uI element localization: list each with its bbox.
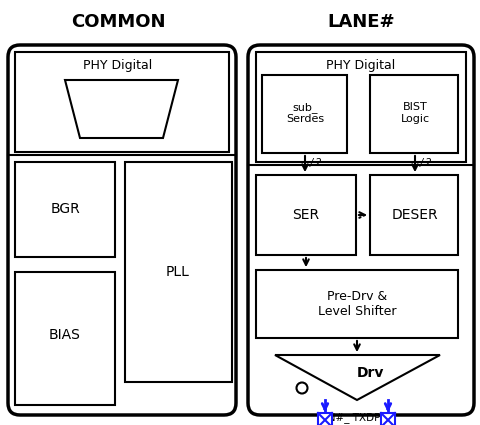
Polygon shape <box>275 355 440 400</box>
FancyBboxPatch shape <box>248 45 474 415</box>
Bar <box>256 175 356 255</box>
Polygon shape <box>65 80 178 138</box>
FancyBboxPatch shape <box>8 45 236 415</box>
Text: Pre-Drv &
Level Shifter: Pre-Drv & Level Shifter <box>318 290 396 318</box>
Bar <box>15 162 115 257</box>
Text: COMMON: COMMON <box>71 13 165 31</box>
Text: Serializer: Serializer <box>88 102 154 116</box>
Bar <box>262 75 347 153</box>
Text: Drv: Drv <box>356 366 384 380</box>
Bar <box>15 52 229 152</box>
Bar <box>318 413 332 425</box>
Bar <box>370 75 458 153</box>
Bar <box>15 272 115 405</box>
Text: PLL: PLL <box>166 265 190 279</box>
Text: LANE#: LANE# <box>327 13 395 31</box>
Text: DESER: DESER <box>392 208 438 222</box>
Bar <box>256 52 466 162</box>
Bar <box>381 413 395 425</box>
Text: SER: SER <box>292 208 320 222</box>
Bar <box>125 162 232 382</box>
Text: BGR: BGR <box>50 202 80 216</box>
Text: / 2: / 2 <box>310 158 323 168</box>
Text: BIAS: BIAS <box>49 328 81 342</box>
Bar <box>370 175 458 255</box>
Bar <box>256 270 458 338</box>
Text: PHY Digital: PHY Digital <box>84 59 153 71</box>
Text: BIST
Logic: BIST Logic <box>400 102 430 124</box>
Text: LN#_ TXDP/N: LN#_ TXDP/N <box>322 413 392 423</box>
Text: sub_
Serdes: sub_ Serdes <box>286 102 324 124</box>
Text: PHY Digital: PHY Digital <box>326 59 396 71</box>
Text: / 2: / 2 <box>420 158 432 168</box>
